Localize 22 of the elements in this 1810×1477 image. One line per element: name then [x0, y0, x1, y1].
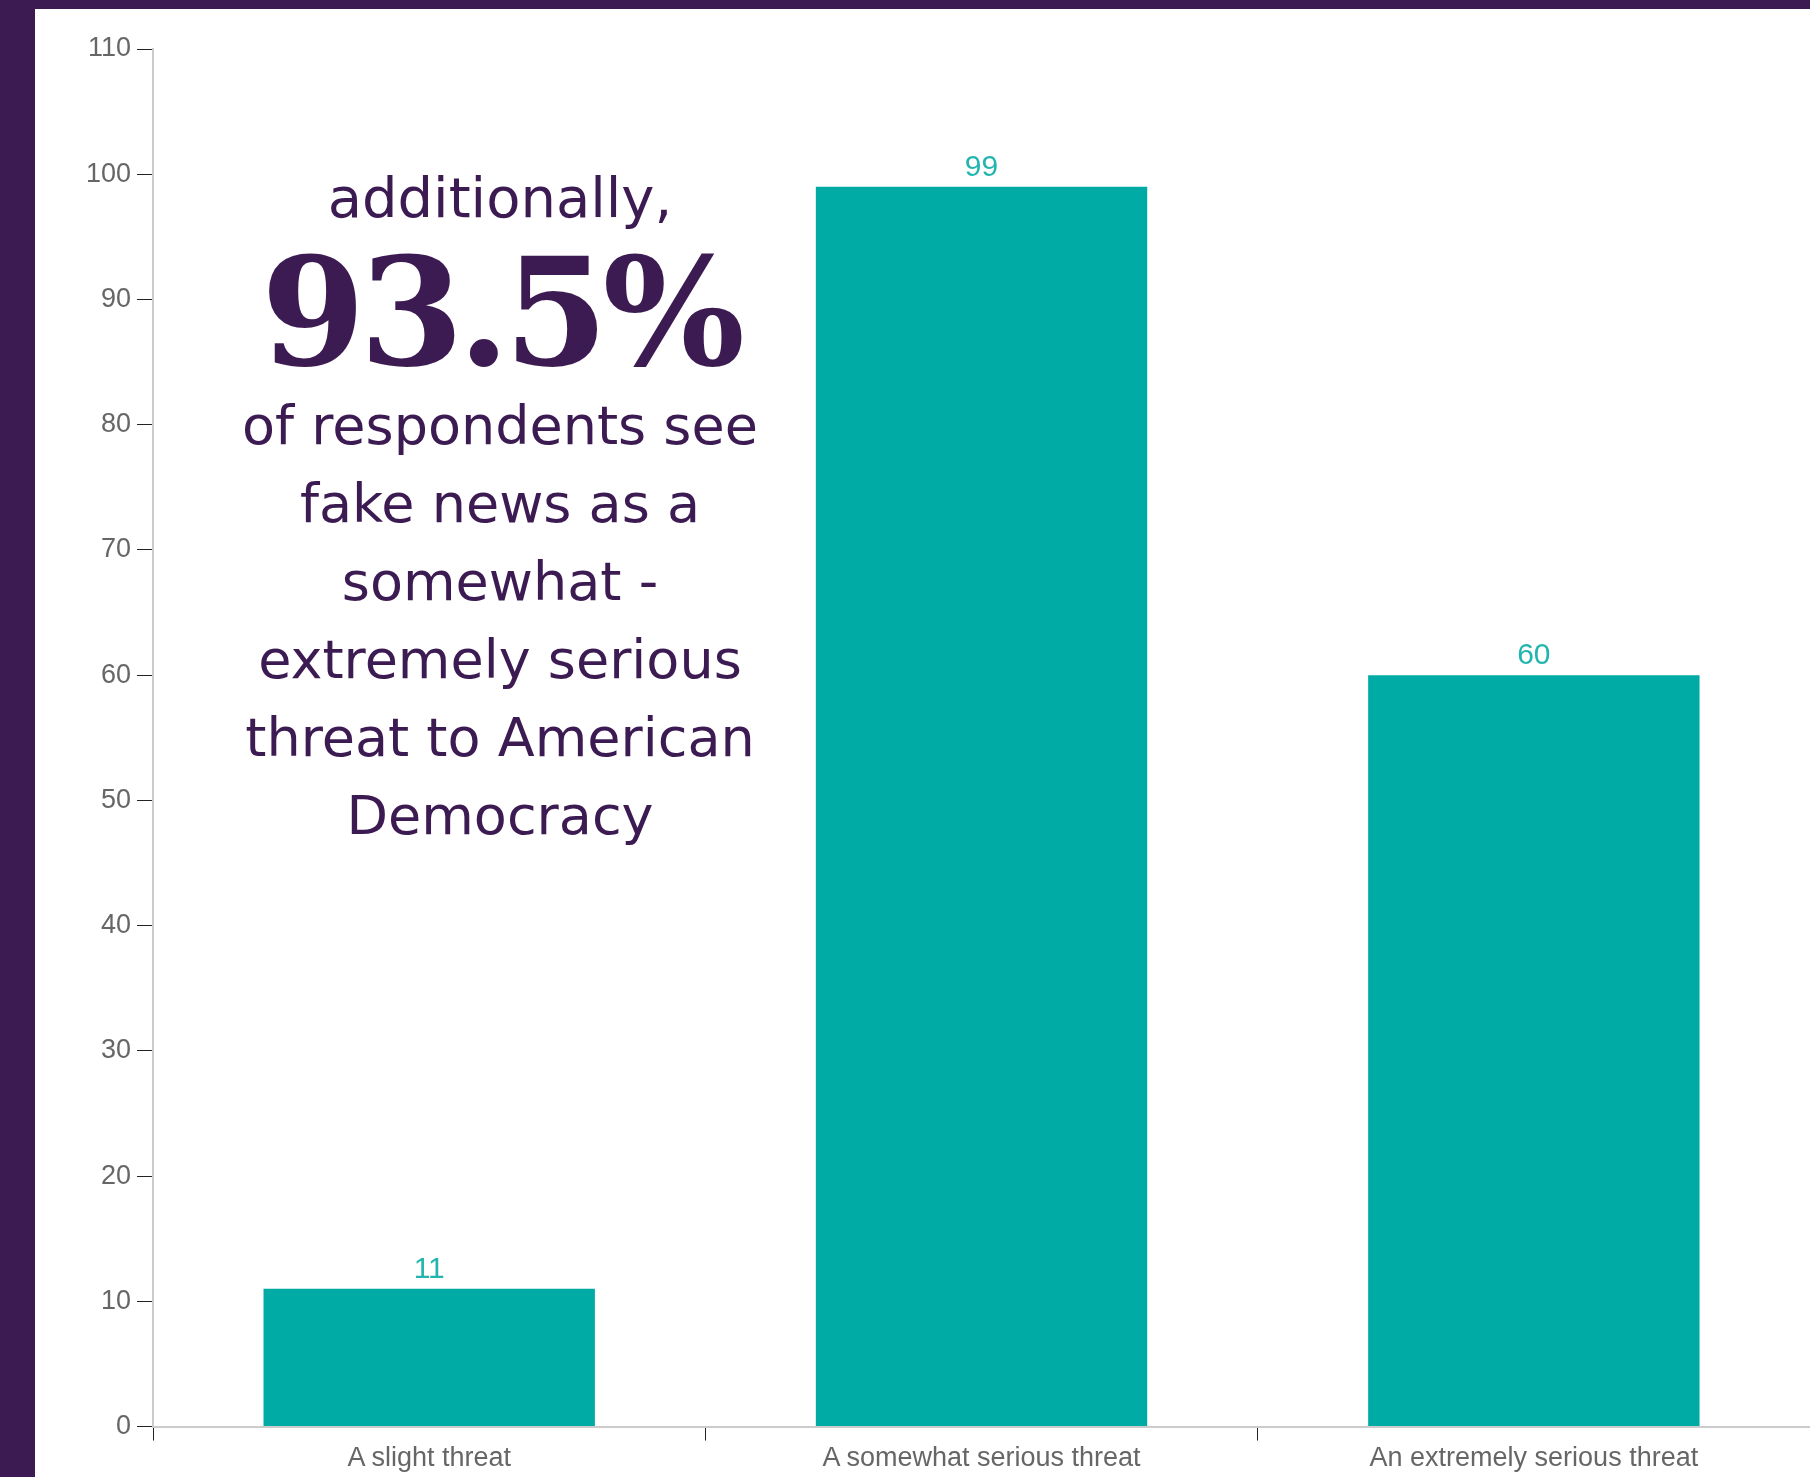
x-tick-label: A slight threat	[347, 1442, 512, 1473]
y-tick-label: 10	[101, 1284, 132, 1315]
data-label: 11	[413, 1251, 445, 1285]
y-tick-label: 20	[101, 1159, 132, 1190]
y-tick-label: 110	[88, 32, 132, 63]
y-tick-label: 100	[85, 157, 132, 188]
bar	[815, 186, 1148, 1427]
y-tick-label: 70	[101, 533, 132, 564]
data-label: 99	[964, 149, 999, 183]
y-tick-label: 60	[101, 658, 132, 689]
y-tick-label: 0	[116, 1410, 132, 1441]
bar	[263, 1288, 595, 1427]
y-tick-label: 30	[101, 1034, 132, 1065]
y-tick-label: 90	[101, 282, 132, 313]
y-tick-label: 80	[101, 408, 132, 439]
bar	[1368, 675, 1700, 1427]
x-tick-label: An extremely serious threat	[1369, 1442, 1699, 1473]
y-tick-label: 40	[101, 909, 132, 940]
x-tick-label: A somewhat serious threat	[822, 1442, 1142, 1473]
annotation: of respondents see fake news as a somewhat - extremely serious threat to American Democracy	[241, 393, 759, 849]
data-label: 60	[1517, 637, 1551, 671]
y-tick-label: 50	[101, 783, 132, 814]
